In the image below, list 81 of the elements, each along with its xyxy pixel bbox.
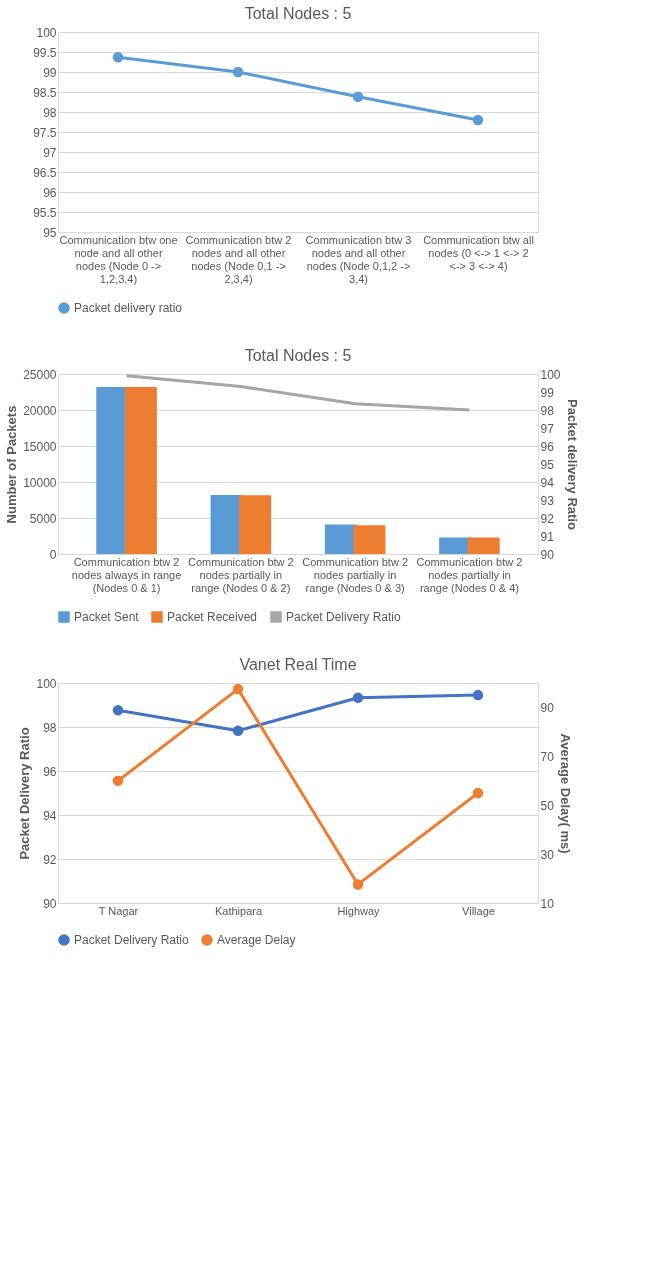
y-tick-label: 96.5: [33, 165, 57, 180]
chart-title: Vanet Real Time: [239, 656, 357, 673]
y2-tick-label: 10: [540, 896, 555, 911]
y2-tick-label: 95: [540, 457, 555, 472]
y-tick-label: 98.5: [33, 85, 57, 100]
x-tick-label: Village: [462, 904, 495, 917]
y-tick-label: 98: [43, 105, 57, 120]
y2-tick-label: 98: [540, 403, 555, 418]
point: [472, 787, 484, 799]
y2-tick-label: 100: [540, 367, 561, 382]
y-tick-label: 100: [36, 25, 57, 40]
x-tick-label: Communication btw 2 nodes partially in range (Nodes 0 & 4): [416, 555, 523, 594]
y2-tick-label: 91: [540, 529, 555, 544]
y-tick-label: 99: [43, 65, 57, 80]
point: [112, 705, 124, 716]
bar: [467, 537, 500, 554]
x-tick-label: T Nagar: [98, 904, 139, 917]
point: [112, 51, 124, 63]
y-axis-title: Packet Delivery Ratio: [17, 727, 33, 860]
y-tick-label: 97.5: [33, 125, 57, 140]
y-tick-label: 20000: [23, 403, 57, 418]
line-series: [125, 374, 471, 412]
x-tick-label: Communication btw 2 nodes partially in range (Nodes 0 & 3): [302, 555, 409, 594]
y2-axis-title: Packet delivery Ratio: [564, 399, 580, 530]
y-tick-label: 94: [43, 808, 57, 823]
legend-label: Packet Delivery Ratio: [286, 610, 402, 624]
point: [352, 879, 364, 890]
y-axis-title: Number of Packets: [4, 405, 20, 524]
x-tick-label: Communication btw 2 nodes always in range (Nodes 0 & 1): [71, 555, 182, 594]
y-tick-label: 0: [49, 547, 57, 562]
y2-tick-label: 30: [540, 847, 555, 862]
x-tick-label: Highway: [337, 904, 381, 917]
x-tick-label: Communication btw one node and all other nodes (Node 0 -> 1,2,3,4): [59, 233, 178, 285]
y-tick-label: 92: [43, 852, 57, 867]
point: [352, 692, 364, 703]
y2-tick-label: 97: [540, 421, 555, 436]
y-tick-label: 95: [43, 225, 57, 240]
legend-label: Average Delay: [217, 933, 296, 947]
y2-tick-label: 94: [540, 475, 555, 490]
y2-tick-label: 93: [540, 493, 555, 508]
y-tick-label: 10000: [23, 475, 57, 490]
point: [472, 114, 484, 126]
point: [112, 775, 124, 787]
y2-tick-label: 50: [540, 798, 555, 813]
bar: [124, 386, 157, 554]
bar: [239, 495, 272, 554]
y2-tick-label: 90: [540, 547, 555, 562]
point: [232, 725, 244, 736]
point: [232, 683, 244, 695]
y-tick-label: 95.5: [33, 205, 57, 220]
x-tick-label: Communication btw all nodes (0 <-> 1 <-> 2 <-> 3 <-> 4): [423, 233, 534, 272]
y2-tick-label: 70: [540, 749, 555, 764]
y2-tick-label: 92: [540, 511, 555, 526]
y-tick-label: 100: [36, 676, 57, 691]
y-tick-label: 96: [43, 185, 57, 200]
y2-axis-title: Average Delay( ms): [557, 733, 573, 854]
y-tick-label: 96: [43, 764, 57, 779]
y-tick-label: 25000: [23, 367, 57, 382]
bar: [353, 525, 386, 554]
y-tick-label: 97: [43, 145, 57, 160]
point: [352, 91, 364, 103]
point: [472, 689, 484, 701]
x-tick-label: Communication btw 2 nodes partially in range (Nodes 0 & 2): [187, 555, 294, 594]
y2-tick-label: 96: [540, 439, 555, 454]
legend-label: Packet Sent: [74, 610, 140, 624]
y-tick-label: 99.5: [33, 45, 57, 60]
y-tick-label: 90: [43, 896, 57, 911]
y2-tick-label: 90: [540, 700, 555, 715]
point: [232, 66, 244, 78]
y-tick-label: 5000: [29, 511, 57, 526]
legend-label: Packet Received: [167, 610, 258, 624]
y-tick-label: 98: [43, 720, 57, 735]
x-tick-label: Communication btw 3 nodes and all other nodes (Node 0,1,2 -> 3,4): [305, 233, 412, 285]
legend-label: Packet delivery ratio: [74, 301, 183, 315]
legend-label: Packet Delivery Ratio: [74, 933, 190, 947]
y2-tick-label: 99: [540, 385, 555, 400]
x-tick-label: Communication btw 2 nodes and all other nodes (Node 0,1 -> 2,3,4): [185, 233, 292, 285]
y-tick-label: 15000: [23, 439, 57, 454]
x-tick-label: Kathipara: [214, 904, 263, 917]
chart-title: Total Nodes : 5: [244, 5, 352, 22]
chart-title: Total Nodes : 5: [244, 347, 352, 364]
